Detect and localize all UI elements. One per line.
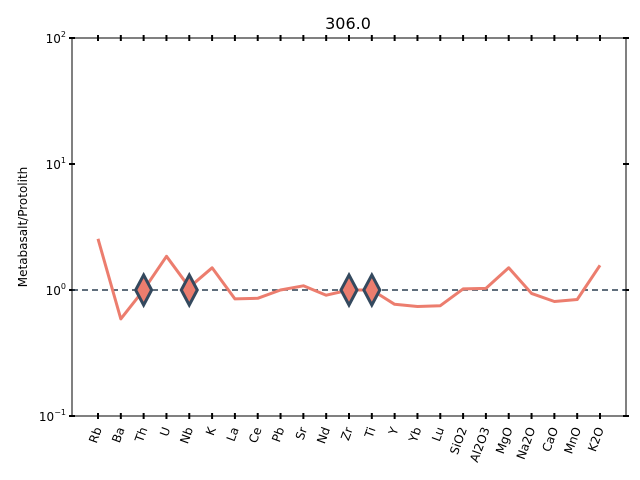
x-tick-label: Lu	[429, 425, 447, 443]
y-tick-base: 10	[46, 158, 61, 172]
y-tick-label: 101	[46, 156, 66, 172]
x-tick-label: MgO	[493, 425, 516, 456]
y-axis-label: Metabasalt/Protolith	[16, 167, 30, 288]
y-tick-exponent: 0	[61, 282, 66, 291]
plot-frame	[71, 37, 627, 417]
x-tick-label: Ti	[362, 425, 379, 440]
x-tick-label: Zr	[338, 425, 356, 442]
marker-nb	[179, 271, 199, 309]
chart-title: 306.0	[325, 14, 371, 33]
x-tick-label: CaO	[539, 425, 561, 453]
x-tick-label: Th	[132, 425, 151, 445]
x-tick-label: K	[203, 424, 219, 437]
x-tick-label: K2O	[585, 425, 607, 453]
x-tick-label: Nb	[177, 425, 196, 445]
x-tick-label: Rb	[86, 425, 105, 445]
markers-group	[133, 271, 382, 309]
y-tick-base: 10	[39, 410, 54, 424]
y-tick-base: 10	[46, 284, 61, 298]
x-tick-label: Al2O3	[467, 425, 493, 464]
x-tick-label: Nd	[314, 425, 333, 445]
x-tick-label: Yb	[406, 425, 425, 445]
x-tick-label: Ce	[246, 425, 265, 445]
marker-ti	[362, 271, 382, 309]
y-tick-label: 10−1	[39, 408, 66, 424]
x-tick-label: Sr	[293, 425, 310, 442]
y-tick-base: 10	[46, 32, 61, 46]
marker-zr	[339, 271, 359, 309]
x-tick-label: Y	[385, 425, 401, 438]
axis-ticks	[69, 35, 629, 419]
y-tick-exponent: −1	[54, 408, 66, 417]
x-tick-label: Na2O	[514, 425, 539, 461]
y-tick-label: 102	[46, 30, 66, 46]
x-tick-label: Ba	[109, 425, 127, 444]
y-tick-label: 100	[46, 282, 66, 298]
x-tick-label: Pb	[269, 425, 287, 444]
x-tick-label: La	[224, 425, 242, 443]
marker-th	[133, 271, 154, 309]
x-tick-label: SiO2	[447, 425, 470, 456]
y-tick-exponent: 1	[61, 156, 66, 165]
y-tick-exponent: 2	[61, 30, 66, 39]
x-tick-label: U	[157, 425, 173, 438]
x-tick-label: MnO	[561, 425, 584, 456]
